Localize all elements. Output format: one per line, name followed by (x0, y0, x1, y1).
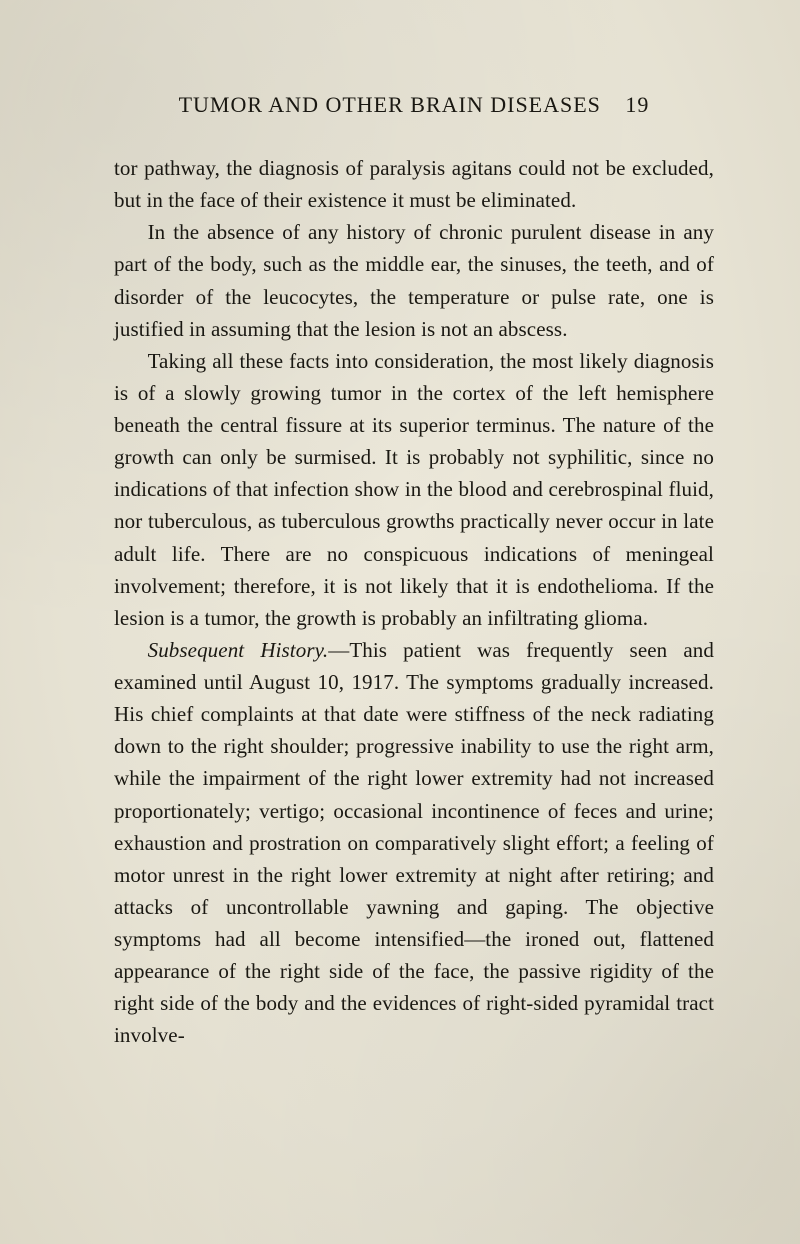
scanned-page: TUMOR AND OTHER BRAIN DISEASES 19 tor pa… (0, 0, 800, 1244)
paragraph-2: In the absence of any history of chronic… (114, 216, 714, 345)
paragraph-3: Taking all these facts into consideratio… (114, 345, 714, 634)
paragraph-4-lead-italic: Subsequent History. (148, 638, 329, 662)
running-head-title: TUMOR AND OTHER BRAIN DISEASES (179, 92, 601, 117)
body-text: tor pathway, the diagnosis of paralysis … (114, 152, 714, 1052)
paragraph-4: Subsequent History.—This patient was fre… (114, 634, 714, 1052)
paragraph-1: tor pathway, the diagnosis of paralysis … (114, 152, 714, 216)
page-number: 19 (625, 92, 649, 117)
running-head: TUMOR AND OTHER BRAIN DISEASES 19 (114, 92, 714, 118)
paragraph-4-body: —This patient was frequently seen and ex… (114, 638, 714, 1048)
